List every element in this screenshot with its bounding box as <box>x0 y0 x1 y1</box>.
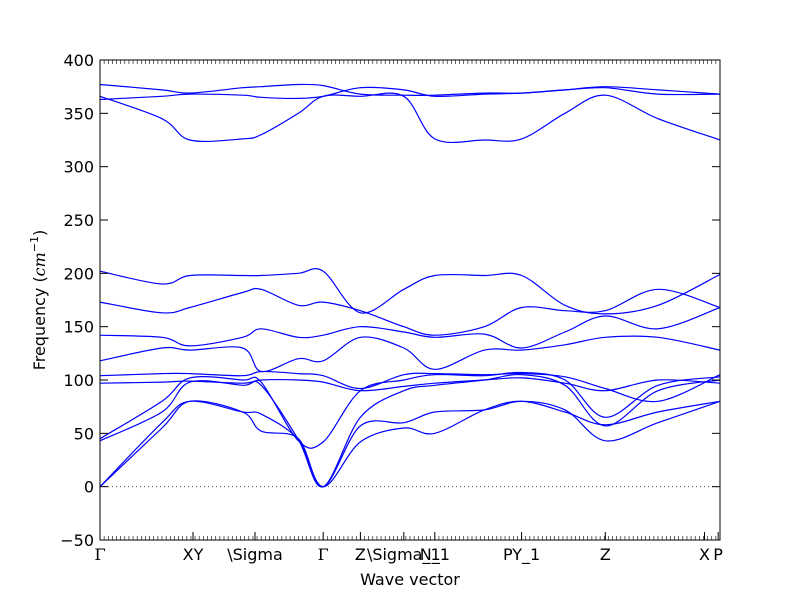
band-10-line <box>99 268 721 315</box>
plot-frame <box>99 59 721 541</box>
band-9-line <box>99 287 721 336</box>
band-4-line <box>99 371 721 449</box>
x-tick-label: P <box>713 545 723 564</box>
y-tick-label: 400 <box>63 51 94 70</box>
y-tick-label: 150 <box>63 318 94 337</box>
band-13-line <box>99 83 721 97</box>
y-axis-label: Frequency (cm−1) <box>28 230 49 371</box>
x-tick-label: Γ <box>94 545 105 564</box>
y-tick-label: 50 <box>74 424 94 443</box>
x-tick-label: XY <box>183 545 204 564</box>
x-tick-label: Γ <box>318 545 329 564</box>
band-7-line <box>99 335 721 373</box>
y-axis-label-exponent: −1 <box>28 236 41 252</box>
band-8-line <box>99 306 721 349</box>
band-2-line <box>99 400 721 488</box>
y-tick-label: 200 <box>63 264 94 283</box>
y-axis-label-prefix: Frequency ( <box>30 276 49 370</box>
y-axis-label-unit: cm <box>30 252 49 276</box>
band-6-line <box>99 370 721 403</box>
y-tick-label: 0 <box>84 478 94 497</box>
band-5-line <box>99 377 721 392</box>
band-3-line <box>99 373 721 488</box>
x-tick-label: \Sigma_1 <box>367 545 441 565</box>
x-tick-label: Z <box>355 545 366 564</box>
y-tick-label: 350 <box>63 104 94 123</box>
y-axis-label-suffix: ) <box>30 230 49 236</box>
x-axis-label: Wave vector <box>360 570 460 589</box>
x-tick-label: \Sigma <box>227 545 283 564</box>
series-layer <box>99 83 721 488</box>
y-tick-label: 250 <box>63 211 94 230</box>
x-tick-label: X <box>699 545 710 564</box>
band-1-line <box>99 400 721 488</box>
x-tick-label: Z <box>600 545 611 564</box>
band-11-line <box>99 92 721 144</box>
y-axis-ticks: −50 0 50 100 150 200 250 300 350 400 <box>60 51 720 550</box>
minor-tick-layer <box>99 60 721 540</box>
y-tick-label: −50 <box>60 531 94 550</box>
x-tick-label: PY_1 <box>503 545 540 565</box>
x-axis-ticks: Γ XY \Sigma Γ Z \Sigma_1N_1 PY_1 Z X P <box>94 532 723 565</box>
x-tick-label: N_1 <box>420 545 450 565</box>
y-tick-label: 100 <box>63 371 94 390</box>
y-tick-label: 300 <box>63 158 94 177</box>
